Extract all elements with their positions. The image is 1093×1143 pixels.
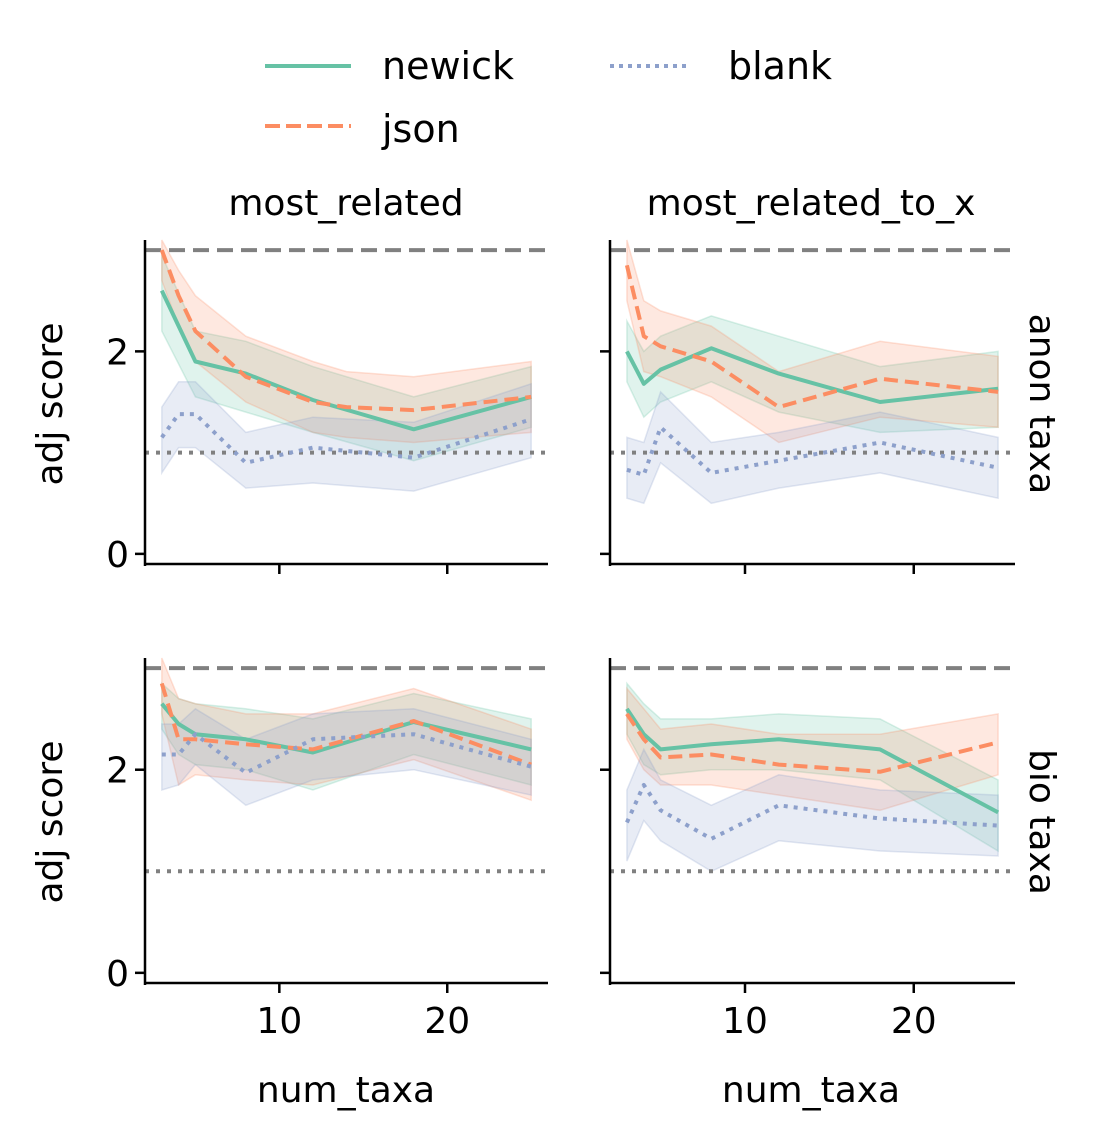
column-title-most-related-to-x: most_related_to_x bbox=[647, 183, 976, 224]
y-tick-label: 2 bbox=[106, 751, 129, 792]
ci-band-newick bbox=[626, 681, 999, 853]
ci-band-blank bbox=[161, 707, 532, 807]
legend-label-newick: newick bbox=[382, 44, 514, 88]
series-line-blank bbox=[161, 732, 532, 775]
ci-band-newick bbox=[626, 315, 999, 434]
legend-label-blank: blank bbox=[728, 44, 832, 88]
series-line-blank bbox=[625, 783, 999, 841]
panel-bio-taxa-most-related-to-x: 10 20 bbox=[600, 658, 1015, 1042]
x-tick-label: 20 bbox=[424, 1001, 470, 1042]
panel-bio-taxa-most-related: 0 2 10 20 bbox=[106, 657, 548, 1042]
ci-band-json bbox=[626, 686, 999, 812]
column-title-most-related: most_related bbox=[228, 183, 463, 224]
y-tick-label: 0 bbox=[106, 535, 129, 576]
ci-band-newick bbox=[161, 254, 532, 462]
series-line-newick bbox=[625, 707, 1000, 815]
x-tick-label: 20 bbox=[891, 1001, 937, 1042]
series-line-json bbox=[159, 249, 532, 413]
y-axis-label-bottom: adj score bbox=[30, 740, 71, 903]
series-line-json bbox=[624, 264, 999, 410]
legend: newick json blank bbox=[265, 44, 832, 151]
x-axis-label-left: num_taxa bbox=[257, 1070, 435, 1111]
ci-band-blank bbox=[626, 747, 999, 873]
ci-band-blank bbox=[626, 390, 999, 505]
ci-band-json bbox=[626, 239, 999, 444]
x-tick-label: 10 bbox=[256, 1001, 302, 1042]
x-axis-label-right: num_taxa bbox=[722, 1070, 900, 1111]
series-line-json bbox=[625, 712, 999, 774]
ci-band-newick bbox=[161, 681, 532, 791]
panel-anon-taxa-most-related-to-x bbox=[600, 239, 1015, 574]
legend-label-json: json bbox=[381, 107, 460, 151]
ci-band-json bbox=[161, 657, 532, 802]
y-tick-label: 2 bbox=[106, 332, 129, 373]
row-label-anon-taxa: anon taxa bbox=[1021, 314, 1062, 495]
series-line-json bbox=[159, 682, 532, 767]
panel-anon-taxa-most-related: 02 bbox=[106, 239, 548, 576]
x-tick-label: 10 bbox=[722, 1001, 768, 1042]
row-label-bio-taxa: bio taxa bbox=[1021, 749, 1062, 895]
y-axis-label-top: adj score bbox=[30, 322, 71, 485]
series-line-newick bbox=[159, 289, 532, 432]
series-line-newick bbox=[625, 346, 999, 404]
y-tick-label: 0 bbox=[106, 954, 129, 995]
ci-band-blank bbox=[161, 381, 532, 492]
